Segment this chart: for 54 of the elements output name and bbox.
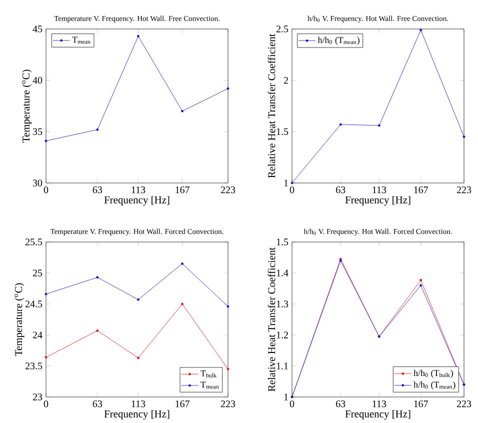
legend-label: h/h$_{0}$ (T$_{mean}$) bbox=[318, 36, 360, 45]
y-axis-title: Relative Heat Transfer Coefficient bbox=[268, 247, 276, 392]
x-tick-label: 223 bbox=[456, 400, 472, 408]
x-tick-label: 113 bbox=[132, 400, 146, 408]
y-axis-title: Temperature ($^{o}$C) bbox=[22, 70, 32, 143]
x-axis-title: Frequency [Hz] bbox=[345, 196, 410, 206]
legend-label: h/h$_{0}$ (T$_{mean}$) bbox=[414, 381, 456, 390]
legend-label: T$_{mean}$ bbox=[72, 36, 90, 44]
y-tick-label: 25 bbox=[32, 270, 42, 276]
y-tick-label: 2 bbox=[284, 77, 288, 84]
x-tick-label: 113 bbox=[372, 186, 386, 194]
x-tick-label: 0 bbox=[290, 400, 294, 408]
y-tick-label: 2.5 bbox=[276, 26, 288, 32]
y-tick-label: 1.5 bbox=[276, 128, 288, 136]
x-tick-label: 0 bbox=[44, 186, 48, 194]
y-tick-label: 23 bbox=[32, 394, 42, 400]
y-tick-label: 1.1 bbox=[276, 362, 288, 370]
legend-label: T$_{mean}$ bbox=[200, 382, 219, 389]
x-tick-label: 223 bbox=[220, 400, 236, 408]
x-tick-label: 63 bbox=[336, 186, 346, 194]
x-tick-label: 113 bbox=[372, 400, 386, 408]
x-tick-label: 0 bbox=[44, 400, 48, 408]
x-tick-label: 167 bbox=[176, 400, 190, 408]
y-tick-label: 24 bbox=[32, 332, 42, 338]
x-tick-label: 167 bbox=[414, 186, 428, 194]
x-axis-title: Frequency [Hz] bbox=[104, 410, 170, 420]
y-tick-label: 1.5 bbox=[276, 238, 288, 246]
y-tick-label: 35 bbox=[33, 128, 42, 136]
y-tick-label: 24.5 bbox=[25, 300, 42, 308]
x-tick-label: 223 bbox=[220, 186, 236, 194]
legend-label: T$_{bulk}$ bbox=[200, 370, 217, 378]
y-tick-label: 1.4 bbox=[276, 270, 288, 276]
y-tick-label: 1 bbox=[284, 394, 288, 400]
x-tick-label: 113 bbox=[132, 186, 146, 194]
y-tick-label: 1 bbox=[284, 180, 288, 186]
x-tick-label: 167 bbox=[414, 400, 428, 408]
y-tick-label: 23.5 bbox=[25, 362, 42, 370]
x-axis-title: Frequency [Hz] bbox=[345, 410, 410, 420]
y-tick-label: 30 bbox=[33, 180, 42, 186]
y-axis-title: Relative Heat Transfer Coefficient bbox=[268, 34, 276, 178]
y-tick-label: 1.3 bbox=[276, 300, 288, 308]
y-tick-label: 25.5 bbox=[25, 238, 42, 246]
x-tick-label: 167 bbox=[176, 186, 190, 194]
y-tick-label: 40 bbox=[32, 77, 42, 84]
x-tick-label: 223 bbox=[456, 186, 472, 194]
x-tick-label: 63 bbox=[336, 400, 346, 408]
x-tick-label: 0 bbox=[290, 186, 294, 194]
y-tick-label: 1.2 bbox=[276, 332, 288, 338]
y-tick-label: 45 bbox=[32, 26, 42, 32]
legend-label: h/h$_{0}$ (T$_{bulk}$) bbox=[414, 370, 453, 378]
x-axis-title: Frequency [Hz] bbox=[104, 196, 170, 206]
y-axis-title: Temperature ($^{o}$C) bbox=[14, 283, 24, 356]
x-tick-label: 63 bbox=[92, 186, 102, 194]
x-tick-label: 63 bbox=[92, 400, 102, 408]
